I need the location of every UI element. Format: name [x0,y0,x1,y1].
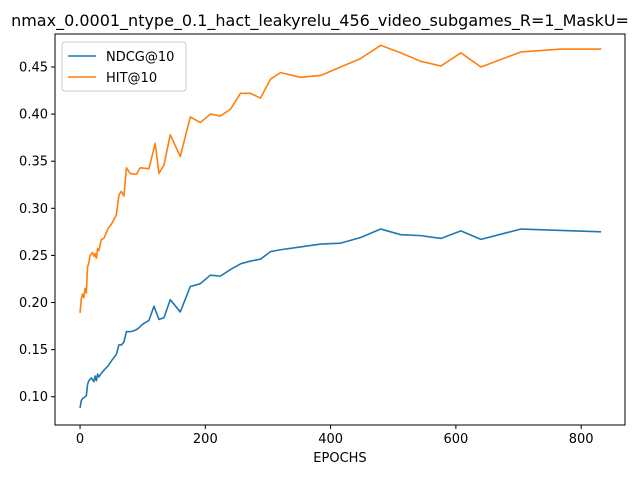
legend-label-ndcg: NDCG@10 [106,50,174,65]
x-tick-label: 600 [443,432,468,447]
y-tick-label: 0.25 [19,249,48,264]
x-tick-label: 800 [569,432,594,447]
y-tick-label: 0.30 [19,202,48,217]
y-tick-label: 0.40 [19,108,48,123]
x-tick-label: 0 [76,432,84,447]
chart-title: nmax_0.0001_ntype_0.1_hact_leakyrelu_456… [11,11,629,31]
series-line-hit [79,44,602,313]
y-tick-label: 0.35 [19,155,48,170]
y-tick-label: 0.45 [19,60,48,75]
legend-label-hit: HIT@10 [106,71,157,86]
plot-frame [54,33,626,426]
plot-layer [79,44,602,409]
legend: NDCG@10 HIT@10 [61,41,187,92]
y-tick-label: 0.20 [19,296,48,311]
ticks-layer: 0 200 400 600 800 0.10 0.15 0.20 0.25 0.30 0.35 0.4… [19,60,594,447]
series-line-ndcg [79,228,602,409]
y-tick-label: 0.15 [19,343,48,358]
x-tick-label: 200 [193,432,218,447]
y-tick-label: 0.10 [19,390,48,405]
x-tick-label: 400 [318,432,343,447]
legend-box [61,41,187,92]
x-axis-label: EPOCHS [313,451,366,466]
